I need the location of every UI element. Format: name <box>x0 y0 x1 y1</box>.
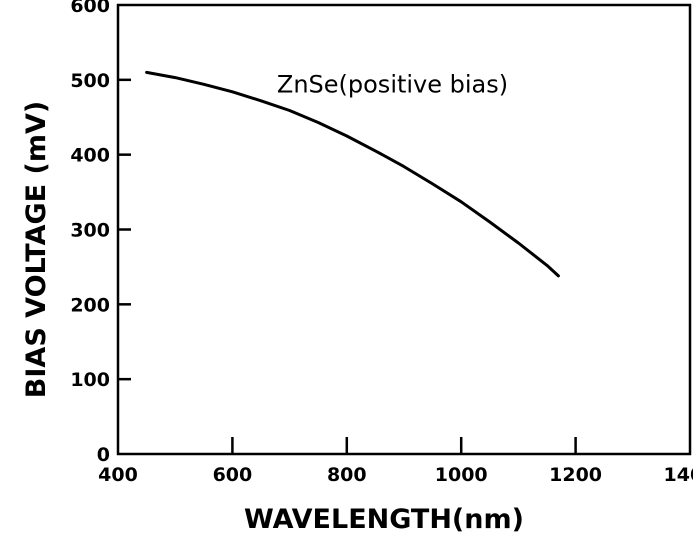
y-axis-ticks: 0 100 200 300 400 500 600 <box>70 0 131 466</box>
x-tick-label: 600 <box>213 464 253 486</box>
x-tick-label: 1200 <box>549 464 602 486</box>
series-line <box>145 70 560 278</box>
y-tick-label: 100 <box>70 369 110 391</box>
x-axis-title: WAVELENGTH(nm) <box>244 504 524 535</box>
y-tick-label: 0 <box>97 444 110 466</box>
x-tick-label: 800 <box>327 464 367 486</box>
chart-annotation: ZnSe(positive bias) <box>277 71 508 99</box>
y-tick-label: 300 <box>70 220 110 242</box>
y-tick-label: 400 <box>70 145 110 167</box>
x-tick-label: 1000 <box>435 464 488 486</box>
x-tick-label: 400 <box>98 464 138 486</box>
y-tick-label: 200 <box>70 294 110 316</box>
y-axis-title: BIAS VOLTAGE (mV) <box>21 101 52 398</box>
x-tick-label: 1400 <box>664 464 693 486</box>
y-tick-label: 500 <box>70 70 110 92</box>
y-tick-label: 600 <box>70 0 110 17</box>
x-axis-ticks: 400 600 800 1000 1200 1400 <box>98 437 693 486</box>
